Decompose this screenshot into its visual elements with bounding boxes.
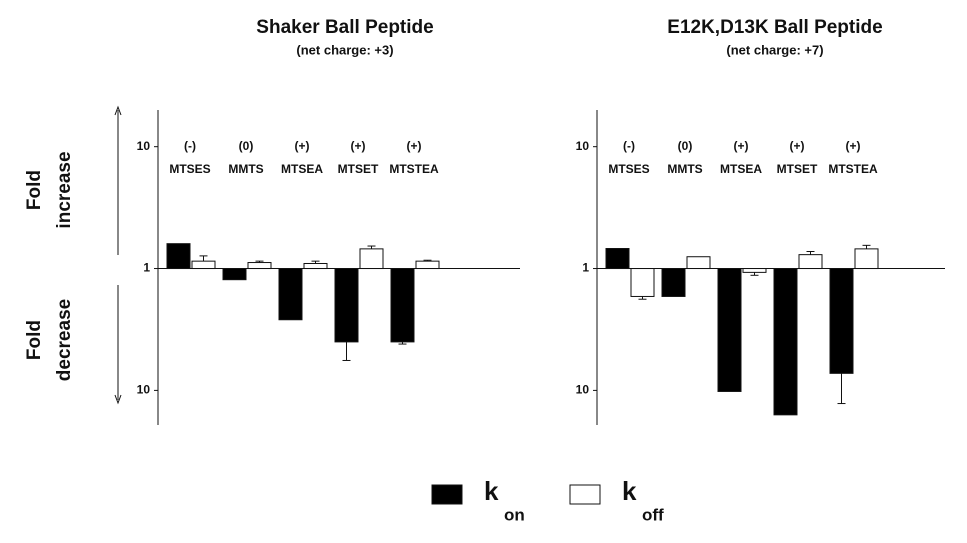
error-bar xyxy=(638,296,647,300)
x-tick-label: MMTS xyxy=(667,162,702,176)
bar xyxy=(390,268,415,343)
x-tick-label: MTSTEA xyxy=(828,162,878,176)
y-tick-label: 10 xyxy=(576,139,590,153)
error-bar xyxy=(398,341,407,345)
chart-title: Shaker Ball Peptide xyxy=(256,17,433,38)
bar xyxy=(222,268,247,281)
bar xyxy=(191,260,216,270)
bar xyxy=(829,268,854,374)
x-tick-label: MMTS xyxy=(228,162,263,176)
legend-swatch xyxy=(569,484,601,505)
bar xyxy=(359,248,384,270)
x-tick-label: MTSES xyxy=(169,162,210,176)
bar xyxy=(798,254,823,270)
error-bar xyxy=(311,260,320,264)
bar xyxy=(278,268,303,321)
error-bar xyxy=(342,341,351,361)
charge-label: (+) xyxy=(846,139,861,153)
bar xyxy=(605,248,630,270)
y-tick-label: 1 xyxy=(143,261,150,275)
legend-label: k xyxy=(622,476,637,506)
error-bar xyxy=(423,259,432,262)
charge-label: (+) xyxy=(351,139,366,153)
bar xyxy=(334,268,359,343)
error-bar xyxy=(750,272,759,276)
charge-label: (-) xyxy=(623,139,635,153)
axis-label: increase xyxy=(54,151,75,228)
chart-subtitle: (net charge: +3) xyxy=(296,42,393,57)
bar xyxy=(686,256,711,270)
bar xyxy=(854,248,879,270)
y-tick-label: 10 xyxy=(576,383,590,397)
x-tick-label: MTSES xyxy=(608,162,649,176)
legend-subscript: on xyxy=(504,505,525,524)
x-tick-label: MTSET xyxy=(777,162,818,176)
error-bar xyxy=(862,244,871,249)
error-bar xyxy=(199,255,208,262)
bar xyxy=(630,268,655,297)
chart-subtitle: (net charge: +7) xyxy=(726,42,823,57)
bar xyxy=(166,243,191,270)
charge-label: (+) xyxy=(295,139,310,153)
x-tick-label: MTSEA xyxy=(281,162,323,176)
y-tick-label: 10 xyxy=(137,383,151,397)
bar xyxy=(773,268,798,416)
arrows xyxy=(114,105,122,405)
axis-label: Fold xyxy=(24,320,45,360)
bar xyxy=(742,268,767,273)
y-tick-label: 10 xyxy=(137,139,151,153)
charge-label: (0) xyxy=(239,139,254,153)
error-bar xyxy=(255,260,264,263)
error-bar xyxy=(367,245,376,249)
axis-label: decrease xyxy=(54,299,75,381)
x-tick-label: MTSEA xyxy=(720,162,762,176)
legend-subscript: off xyxy=(642,505,664,524)
error-bar xyxy=(837,373,846,405)
charge-label: (+) xyxy=(734,139,749,153)
legend-swatch xyxy=(431,484,463,505)
error-bar xyxy=(806,250,815,255)
y-tick-label: 1 xyxy=(582,261,589,275)
charge-label: (-) xyxy=(184,139,196,153)
charge-label: (+) xyxy=(407,139,422,153)
charge-label: (+) xyxy=(790,139,805,153)
chart-title: E12K,D13K Ball Peptide xyxy=(667,17,882,38)
legend-label: k xyxy=(484,476,499,506)
x-tick-label: MTSET xyxy=(338,162,379,176)
x-tick-label: MTSTEA xyxy=(389,162,439,176)
bar xyxy=(303,262,328,270)
bar xyxy=(717,268,742,392)
bar xyxy=(247,262,272,270)
bar xyxy=(415,260,440,270)
axis-label: Fold xyxy=(24,170,45,210)
bar xyxy=(661,268,686,297)
charge-label: (0) xyxy=(678,139,693,153)
